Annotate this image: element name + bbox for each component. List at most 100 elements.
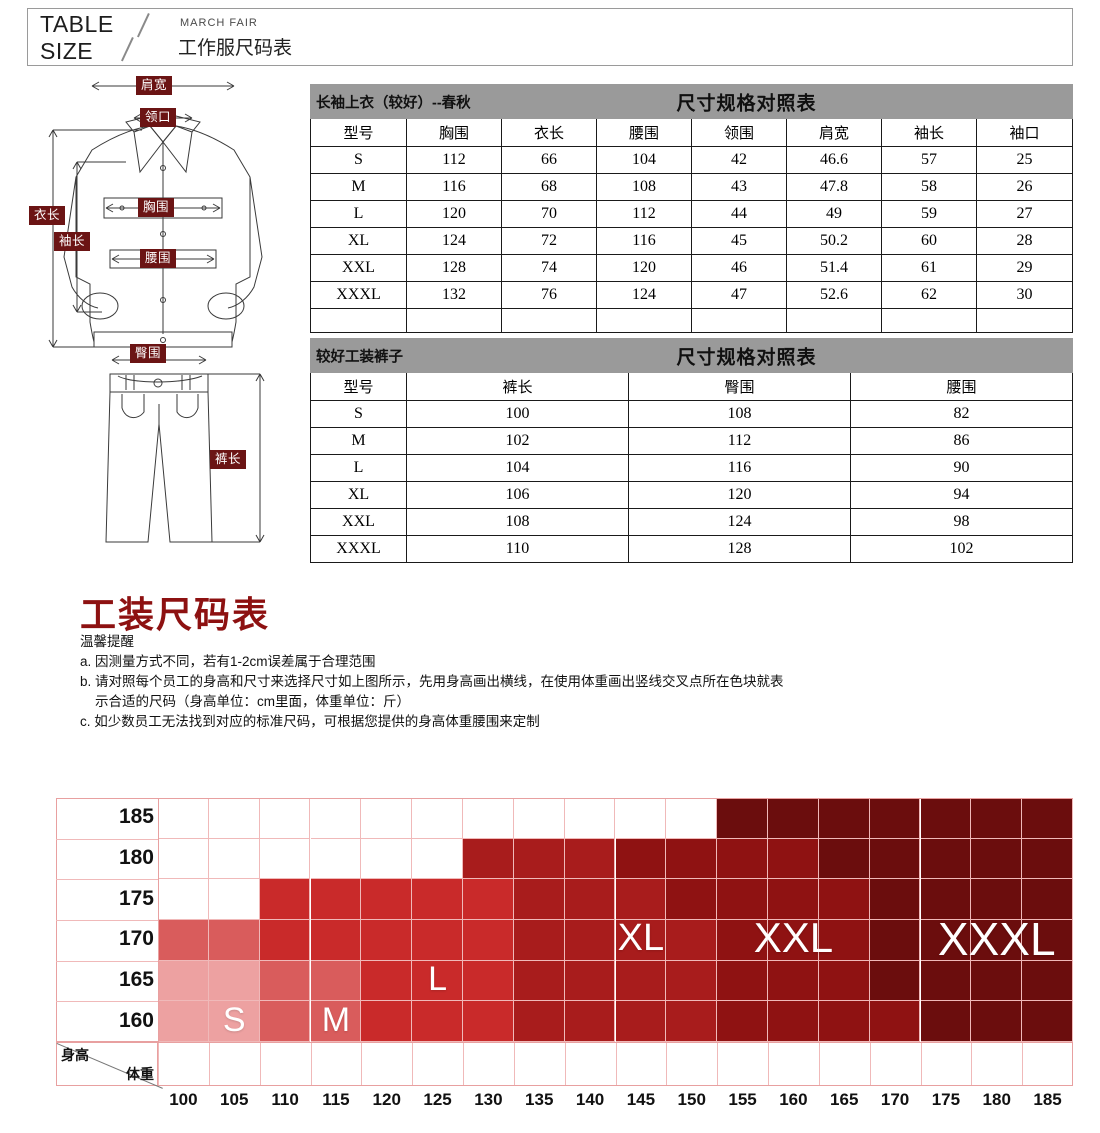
column-header-5: 肩宽 (786, 118, 882, 147)
cell-r3-c3: 94 (850, 481, 1073, 509)
cell-r4-c7: 29 (976, 254, 1073, 282)
matrix-cell-XL (615, 960, 667, 1002)
cell-r4-c3: 120 (596, 254, 692, 282)
matrix-cell-L (463, 960, 514, 1002)
cell-r4-c2: 74 (501, 254, 597, 282)
matrix-cell-empty (208, 838, 260, 880)
label-pants-length: 裤长 (210, 450, 247, 469)
cell-r2-c5: 49 (786, 200, 882, 228)
table-header-row: 型号 胸围 衣长 腰围 领围 肩宽 袖长 袖口 (310, 118, 1073, 147)
matrix-cell-empty (412, 798, 463, 839)
matrix-zone-label-XL: XL (617, 916, 665, 959)
matrix-cell-XXXL (920, 798, 972, 839)
cell-r3-c2: 120 (628, 481, 851, 509)
matrix-cell-M (259, 960, 311, 1002)
cell-r0-c3: 104 (596, 146, 692, 174)
matrix-cell-empty (564, 798, 616, 839)
table-band-center: 尺寸规格对照表 (676, 347, 817, 368)
matrix-blank-divider (768, 1043, 769, 1085)
column-header-1: 胸围 (406, 118, 502, 147)
matrix-cell-XXL (768, 879, 819, 920)
cell-r6-c4 (691, 308, 787, 333)
matrix-x-label-185: 185 (1033, 1090, 1062, 1109)
cell-r2-c6: 59 (881, 200, 977, 228)
matrix-cell-XXXL (971, 960, 1023, 1002)
cell-r1-c1: 116 (406, 173, 502, 201)
cell-r3-c6: 60 (881, 227, 977, 255)
matrix-cell-XL (513, 838, 565, 880)
matrix-x-label-130: 130 (474, 1090, 503, 1109)
matrix-row-divider (56, 960, 158, 962)
matrix-cell-L (412, 879, 463, 920)
column-header-0: 型号 (310, 372, 407, 401)
matrix-cell-L (259, 920, 311, 961)
cell-r5-c0: XXXL (310, 281, 407, 309)
matrix-cell-XL (615, 920, 667, 961)
cell-r0-c0: S (310, 146, 407, 174)
cell-r3-c7: 28 (976, 227, 1073, 255)
column-header-3: 腰围 (850, 372, 1073, 401)
matrix-blank-divider (717, 1043, 719, 1085)
matrix-x-label-160: 160 (779, 1090, 808, 1109)
matrix-cell-XXXL (1022, 879, 1073, 920)
matrix-blank-divider (361, 1043, 363, 1085)
matrix-cell-XXXL (768, 798, 819, 839)
cell-r5-c5: 52.6 (786, 281, 882, 309)
jacket-size-table: 长袖上衣（较好）--春秋 尺寸规格对照表 型号 胸围 衣长 腰围 领围 肩宽 袖长 袖口 S 112 6… (310, 84, 1073, 333)
cell-r5-c1: 110 (406, 535, 629, 563)
matrix-cell-XXL (818, 960, 870, 1002)
matrix-cell-L (412, 1001, 463, 1042)
matrix-cell-XXL (666, 879, 718, 920)
matrix-cell-M (158, 920, 209, 961)
cell-r5-c7: 30 (976, 281, 1073, 309)
matrix-x-label-105: 105 (220, 1090, 249, 1109)
matrix-cell-XL (615, 1001, 667, 1042)
cell-r1-c6: 58 (881, 173, 977, 201)
column-header-1: 裤长 (406, 372, 629, 401)
header-table-size-block: TABLE SIZE (40, 11, 150, 65)
matrix-cell-XL (513, 960, 565, 1002)
matrix-x-label-150: 150 (677, 1090, 706, 1109)
cell-r2-c0: L (310, 454, 407, 482)
matrix-cell-empty (361, 798, 413, 839)
cell-r6-c0 (310, 308, 407, 333)
cell-r1-c0: M (310, 427, 407, 455)
matrix-cell-M (208, 920, 260, 961)
matrix-cell-L (412, 920, 463, 961)
pants-size-row: L 104 116 90 (310, 454, 1073, 482)
jacket-size-row: XXXL 132 76 124 47 52.6 62 30 (310, 281, 1073, 309)
matrix-x-label-110: 110 (271, 1090, 299, 1109)
matrix-x-label-165: 165 (830, 1090, 859, 1109)
cell-r0-c1: 112 (406, 146, 502, 174)
table-empty-row (310, 308, 1073, 333)
matrix-cell-XXXL (971, 798, 1023, 839)
column-header-3: 腰围 (596, 118, 692, 147)
matrix-blank-divider (259, 1043, 261, 1085)
table-band-center: 尺寸规格对照表 (676, 93, 817, 114)
label-chest: 胸围 (138, 198, 175, 217)
cell-r1-c5: 47.8 (786, 173, 882, 201)
matrix-zone-label-XXL: XXL (753, 914, 834, 962)
header-brand-cn: 工作服尺码表 (178, 38, 293, 59)
matrix-blank-divider (208, 1043, 210, 1085)
matrix-cell-XXL (818, 1001, 870, 1042)
matrix-blank-divider (1022, 1043, 1024, 1085)
cell-r3-c2: 72 (501, 227, 597, 255)
matrix-x-label-115: 115 (322, 1090, 350, 1109)
matrix-cell-XXL (869, 1001, 921, 1042)
cell-r3-c3: 116 (596, 227, 692, 255)
table-band-left: 较好工装裤子 (316, 349, 403, 365)
matrix-cell-XXXL (971, 1001, 1023, 1042)
pants-size-table: 较好工装裤子 尺寸规格对照表 型号 裤长 臀围 腰围 S 100 108 82 M 102 112 86 L… (310, 338, 1073, 563)
cell-r2-c1: 104 (406, 454, 629, 482)
matrix-zone-label-XXXL: XXXL (937, 912, 1056, 965)
matrix-x-label-135: 135 (525, 1090, 554, 1109)
cell-r1-c0: M (310, 173, 407, 201)
matrix-cell-XXXL (920, 879, 972, 920)
cell-r0-c5: 46.6 (786, 146, 882, 174)
matrix-cell-L (463, 920, 514, 961)
matrix-row-label-175: 175 (118, 886, 154, 910)
matrix-row-label-160: 160 (118, 1008, 154, 1032)
matrix-cell-XL (666, 1001, 718, 1042)
matrix-cell-XL (463, 838, 514, 880)
